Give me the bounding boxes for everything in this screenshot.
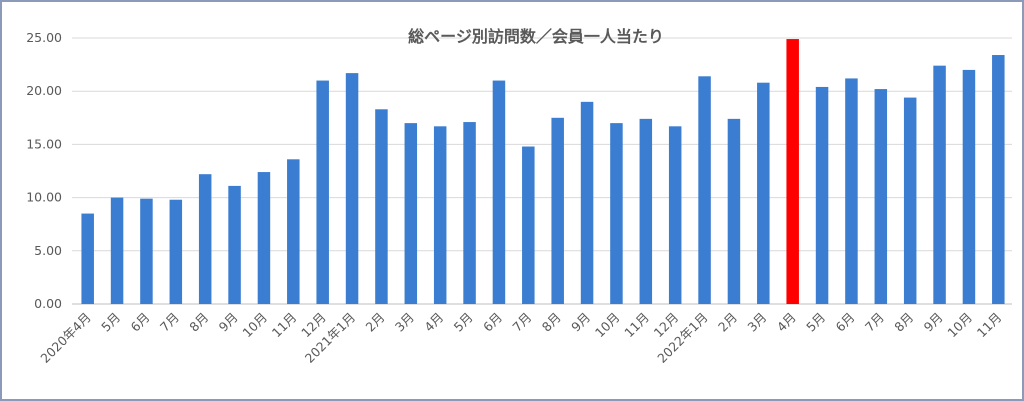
bar bbox=[522, 146, 535, 304]
bar bbox=[287, 159, 300, 304]
x-tick-label: 11月 bbox=[621, 310, 652, 341]
x-tick-label: 2月 bbox=[362, 310, 387, 335]
x-tick-label: 2月 bbox=[715, 310, 740, 335]
x-tick-label: 7月 bbox=[862, 310, 887, 335]
bar bbox=[140, 198, 153, 304]
bar bbox=[110, 197, 124, 304]
x-tick-label: 5月 bbox=[803, 310, 828, 335]
bar bbox=[257, 172, 271, 304]
y-tick-label: 5.00 bbox=[34, 243, 62, 258]
y-tick-label: 25.00 bbox=[26, 30, 62, 45]
x-tick-label: 11月 bbox=[269, 310, 300, 341]
y-tick-label: 10.00 bbox=[26, 190, 62, 205]
bar bbox=[845, 78, 858, 304]
bar bbox=[903, 97, 917, 304]
bar bbox=[815, 86, 829, 304]
x-tick-label: 4月 bbox=[774, 310, 799, 335]
x-tick-label: 3月 bbox=[744, 310, 769, 335]
bar bbox=[668, 126, 682, 304]
bar bbox=[228, 185, 241, 304]
chart-title: 総ページ別訪問数／会員一人当たり bbox=[408, 27, 664, 46]
x-tick-label: 6月 bbox=[832, 310, 857, 335]
x-tick-label: 5月 bbox=[451, 310, 476, 335]
bar bbox=[610, 123, 623, 305]
bar bbox=[463, 122, 476, 304]
x-tick-label: 5月 bbox=[98, 310, 123, 335]
x-tick-label: 9月 bbox=[921, 310, 946, 335]
bar bbox=[551, 117, 564, 304]
x-tick-label: 4月 bbox=[421, 310, 446, 335]
x-tick-label: 7月 bbox=[157, 310, 182, 335]
bar bbox=[992, 55, 1005, 304]
bar bbox=[639, 118, 653, 304]
bar bbox=[404, 123, 418, 305]
x-tick-label: 9月 bbox=[568, 310, 593, 335]
bar bbox=[375, 109, 388, 305]
x-tick-label: 10月 bbox=[592, 310, 623, 341]
bar bbox=[757, 82, 770, 304]
x-tick-label: 10月 bbox=[239, 310, 270, 341]
y-axis-ticks: 0.00 5.00 10.00 15.00 20.00 25.00 bbox=[26, 30, 62, 311]
x-tick-label: 6月 bbox=[480, 310, 505, 335]
bars bbox=[81, 39, 1005, 305]
y-tick-label: 20.00 bbox=[26, 83, 62, 98]
bar bbox=[169, 199, 183, 304]
x-tick-label: 7月 bbox=[509, 310, 534, 335]
bar bbox=[933, 65, 946, 304]
x-tick-label: 3月 bbox=[392, 310, 417, 335]
x-tick-label: 8月 bbox=[539, 310, 564, 335]
bar bbox=[492, 80, 506, 304]
bar bbox=[874, 89, 888, 305]
x-tick-label: 6月 bbox=[127, 310, 152, 335]
x-tick-label: 11月 bbox=[974, 310, 1005, 341]
x-tick-label: 10月 bbox=[944, 310, 975, 341]
bar bbox=[345, 73, 359, 304]
bar bbox=[962, 69, 976, 304]
x-tick-label: 8月 bbox=[186, 310, 211, 335]
y-tick-label: 0.00 bbox=[34, 296, 62, 311]
bar-highlight bbox=[786, 39, 799, 305]
y-tick-label: 15.00 bbox=[26, 136, 62, 151]
bar bbox=[580, 101, 594, 304]
bar bbox=[198, 174, 212, 304]
x-tick-label: 2020年4月 bbox=[37, 310, 93, 366]
x-tick-label: 9月 bbox=[216, 310, 241, 335]
x-tick-label: 8月 bbox=[891, 310, 916, 335]
bar bbox=[433, 126, 447, 304]
gridlines bbox=[72, 37, 1012, 305]
bar bbox=[727, 118, 741, 304]
bar bbox=[698, 76, 711, 304]
bar bbox=[316, 80, 329, 304]
bar bbox=[81, 213, 94, 304]
